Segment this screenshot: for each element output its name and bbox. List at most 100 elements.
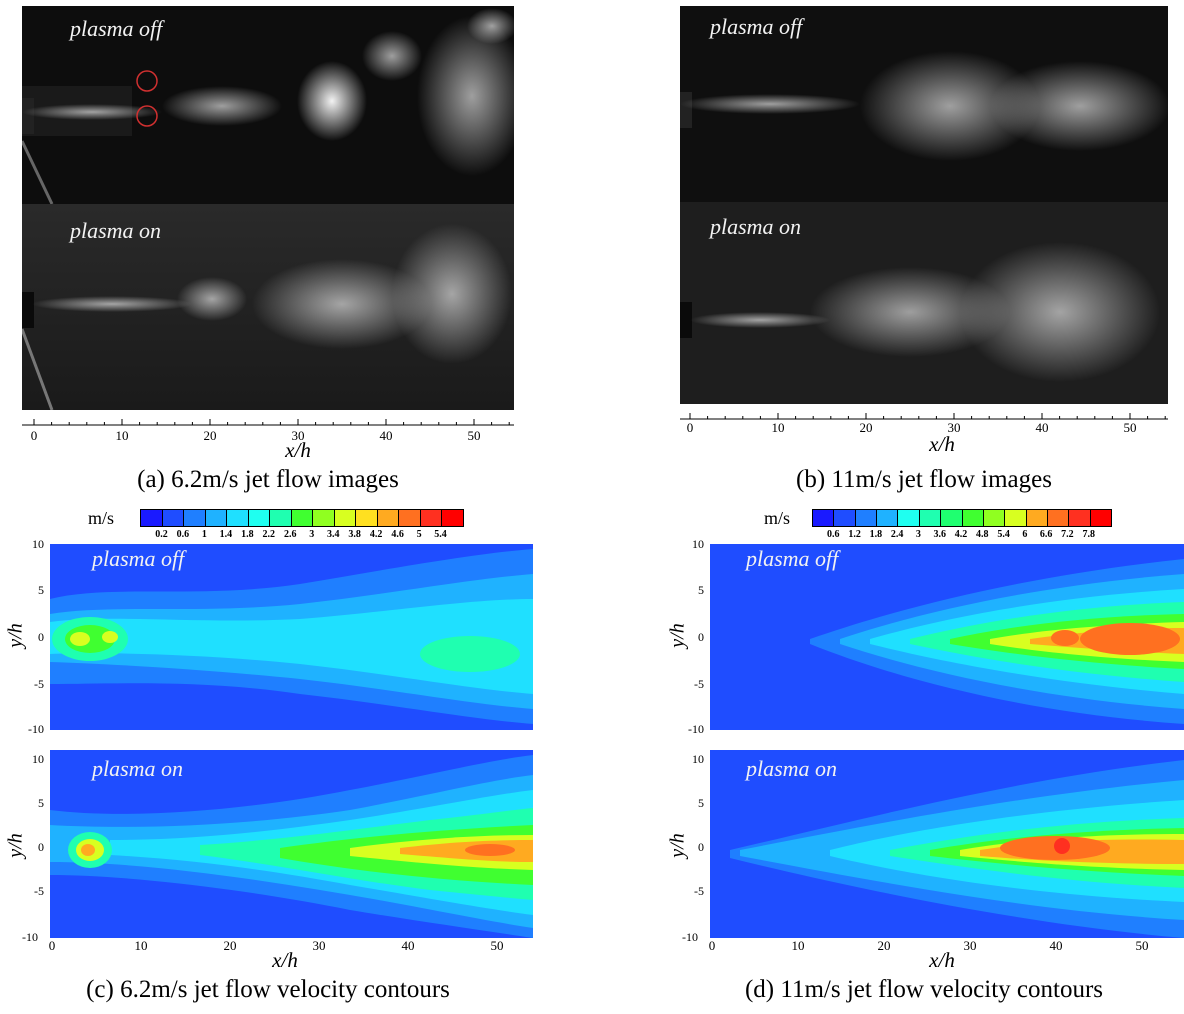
y-tick-label: 0 [38, 840, 44, 854]
caption-d: (d) 11m/s jet flow velocity contours [744, 976, 1104, 1003]
y-tick-label: 5 [698, 583, 704, 597]
y-tick-label: -5 [34, 677, 44, 691]
y-tick-label: 0 [698, 840, 704, 854]
colorbar-label: 3.8 [348, 529, 361, 540]
y-axis-title: y/h [4, 833, 27, 858]
y-tick-label: 5 [698, 796, 704, 810]
x-axis-title: x/h [929, 432, 955, 456]
colorbar-label: 0.2 [155, 529, 168, 540]
plasma-off-label: plasma off [710, 14, 803, 39]
colorbar-cell [162, 510, 185, 526]
colorbar-cell [962, 510, 984, 526]
colorbar-cell [184, 510, 206, 526]
plasma-on-label: plasma on [92, 756, 184, 781]
x-axis-b [680, 413, 1168, 420]
colorbar-label: 1 [201, 529, 207, 540]
colorbar-cell [377, 510, 400, 526]
x-axis-title: x/h [929, 948, 955, 972]
colorbar-cell [855, 510, 878, 526]
x-tick-label: 30 [947, 420, 961, 435]
colorbar-label: 5 [416, 529, 422, 540]
plasma-on-label: plasma on [710, 214, 802, 239]
colorbar-unit: m/s [88, 508, 115, 528]
y-tick-label: -10 [688, 722, 704, 736]
x-tick-label: 10 [115, 428, 129, 443]
y-tick-label: 10 [32, 752, 44, 766]
colorbar-label: 4.2 [954, 529, 968, 540]
y-tick-label: 10 [32, 537, 44, 551]
y-tick-label: 10 [692, 537, 704, 551]
contour-d-plasma-off: plasma off [710, 544, 1184, 730]
colorbar-label: 4.2 [369, 529, 383, 540]
x-tick-label: 0 [686, 420, 694, 435]
colorbar-label: 0.6 [827, 529, 840, 540]
x-axis-a [22, 419, 514, 426]
colorbar-cell [1026, 510, 1048, 526]
colorbar-cell [227, 510, 249, 526]
x-tick-label: 30 [963, 938, 977, 953]
colorbar-label: 2.6 [284, 529, 297, 540]
colorbar-label: 1.4 [219, 529, 233, 540]
colorbar-label: 6 [1022, 529, 1028, 540]
contour-c-plasma-on: plasma on [50, 750, 533, 938]
plasma-off-label: plasma off [746, 546, 839, 571]
jet-image-b-plasma-off: plasma off [680, 6, 1168, 202]
colorbar-label: 4.8 [976, 529, 989, 540]
x-tick-label: 50 [467, 428, 481, 443]
x-tick-label: 40 [1049, 938, 1063, 953]
colorbar-label: 0.6 [176, 529, 190, 540]
colorbar-label: 1.8 [869, 529, 883, 540]
colorbar-d [812, 509, 1112, 527]
y-tick-label: -10 [22, 930, 38, 944]
colorbar-cell [1069, 510, 1091, 526]
y-tick-label: -5 [694, 677, 704, 691]
jet-image-b-plasma-on: plasma on [680, 202, 1168, 404]
y-tick-label: -5 [34, 884, 44, 898]
colorbar-c [140, 509, 464, 527]
colorbar-cell [141, 510, 163, 526]
y-axis-title: y/h [666, 833, 689, 858]
contour-c-plasma-off: plasma off [50, 544, 533, 730]
plasma-off-label: plasma off [92, 546, 185, 571]
y-axis-title: y/h [666, 623, 689, 648]
colorbar-label: 5.4 [997, 529, 1010, 540]
colorbar-labels-c: 0.2 0.6 1 1.4 1.8 2.2 2.6 3 3.4 3.8 4.2 4.6 5 5.4 [140, 529, 462, 541]
colorbar-cell [813, 510, 835, 526]
x-tick-label: 0 [30, 428, 38, 443]
colorbar-label: 2.4 [890, 529, 904, 540]
colorbar-label: 1.8 [241, 529, 254, 540]
y-tick-label: 5 [38, 583, 44, 597]
colorbar-label: 4.6 [391, 529, 404, 540]
colorbar-cell [442, 510, 463, 526]
colorbar-unit: m/s [764, 508, 791, 528]
jet-image-a-plasma-off: plasma off [22, 6, 514, 204]
colorbar-cell [877, 510, 899, 526]
colorbar-cell [941, 510, 963, 526]
y-tick-label: -5 [694, 884, 704, 898]
caption-b: (b) 11m/s jet flow images [796, 466, 1052, 493]
x-tick-label: 10 [771, 420, 785, 435]
x-tick-label: 30 [312, 938, 326, 953]
y-tick-label: -10 [682, 930, 698, 944]
x-tick-label: 10 [791, 938, 805, 953]
jet-image-a-plasma-on: plasma on [22, 204, 514, 410]
y-tick-label: 10 [692, 752, 704, 766]
colorbar-label: 3 [309, 529, 315, 540]
x-tick-label: 0 [708, 938, 716, 953]
colorbar-label: 5.4 [434, 529, 447, 540]
x-tick-label: 20 [859, 420, 873, 435]
x-tick-label: 0 [48, 938, 56, 953]
x-tick-label: 40 [401, 938, 415, 953]
colorbar-cell [313, 510, 335, 526]
colorbar-cell [334, 510, 357, 526]
x-tick-label: 20 [223, 938, 237, 953]
colorbar-label: 6.6 [1039, 529, 1053, 540]
plasma-on-label: plasma on [746, 756, 838, 781]
y-tick-label: -10 [28, 722, 44, 736]
y-tick-label: 0 [698, 630, 704, 644]
plasma-on-label: plasma on [70, 218, 162, 243]
colorbar-label: 2.2 [262, 529, 276, 540]
x-tick-label: 30 [291, 428, 305, 443]
y-axis-title: y/h [4, 623, 27, 648]
colorbar-cell [420, 510, 443, 526]
